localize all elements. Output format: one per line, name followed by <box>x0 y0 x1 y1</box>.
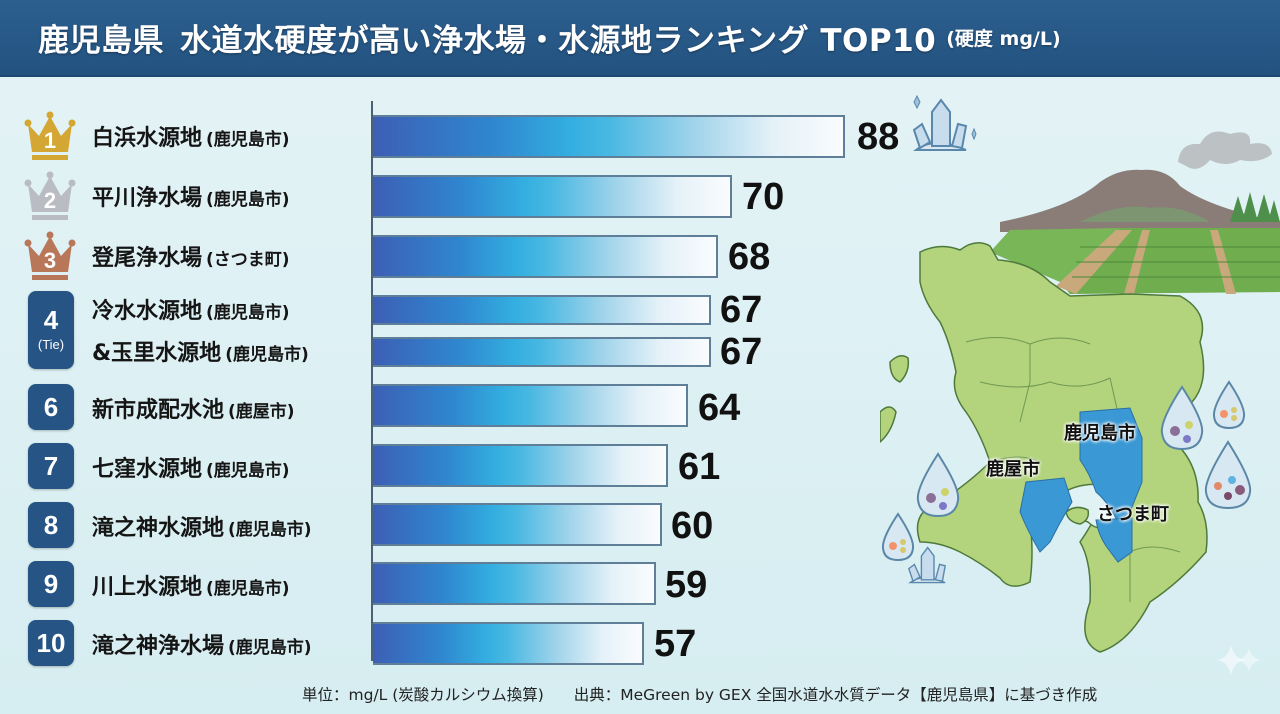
silver-crown-icon: 2 <box>22 168 78 224</box>
kanoya-city-region <box>1019 477 1073 553</box>
facility-city: (鹿児島市) <box>206 190 290 210</box>
facility-label: 冷水水源地 (鹿児島市) <box>92 293 290 325</box>
rank-number: 8 <box>43 509 59 540</box>
facility-label: 滝之神浄水場 (鹿児島市) <box>92 628 312 660</box>
map-label-kanoya: 鹿屋市 <box>986 459 1040 480</box>
facility-label: 白浜水源地 (鹿児島市) <box>92 120 290 152</box>
rank-badge: 6 <box>28 384 74 430</box>
bar-rank-10 <box>373 622 644 665</box>
page-title: 水道水硬度が高い浄水場・水源地ランキング TOP10 <box>180 23 937 59</box>
facility-name: 滝之神浄水場 <box>92 634 225 659</box>
facility-name: 七窪水源地 <box>92 457 203 482</box>
value-label: 70 <box>742 176 785 218</box>
rank-number: 4 <box>43 305 59 335</box>
water-drop-icon <box>1204 440 1252 510</box>
facility-name: 新市成配水池 <box>92 398 225 423</box>
facility-name: &玉里水源地 <box>92 341 222 366</box>
bronze-crown-icon: 3 <box>22 228 78 284</box>
value-label: 57 <box>654 623 697 665</box>
rank-number: 2 <box>43 188 57 213</box>
satsuma-town-region <box>1095 517 1133 563</box>
facility-city: (鹿児島市) <box>206 303 290 323</box>
y-axis-line <box>371 101 373 661</box>
value-label: 67 <box>720 331 763 373</box>
tie-label: (Tie) <box>37 337 65 352</box>
facility-label: &玉里水源地 (鹿児島市) <box>92 335 309 367</box>
rank-badge: 7 <box>28 443 74 489</box>
bar-rank-8 <box>373 503 662 546</box>
facility-name: 登尾浄水場 <box>92 246 203 271</box>
bar-rank-4a <box>373 295 711 325</box>
facility-label: 登尾浄水場 (さつま町) <box>92 240 290 272</box>
value-label: 60 <box>671 505 714 547</box>
facility-city: (鹿児島市) <box>206 461 290 481</box>
water-drop-icon <box>1212 380 1246 430</box>
rank-badge: 8 <box>28 502 74 548</box>
facility-label: 七窪水源地 (鹿児島市) <box>92 451 290 483</box>
source-note: 出典：MeGreen by GEX 全国水道水水質データ【鹿児島県】に基づき作成 <box>573 686 1098 704</box>
rank-badge: 9 <box>28 561 74 607</box>
rank-badge: 10 <box>28 620 74 666</box>
facility-label: 新市成配水池 (鹿屋市) <box>92 392 295 424</box>
bar-rank-9 <box>373 562 656 605</box>
facility-city: (鹿児島市) <box>228 638 312 658</box>
value-label: 68 <box>728 236 771 278</box>
facility-name: 冷水水源地 <box>92 299 203 324</box>
value-label: 61 <box>678 446 721 488</box>
title-banner: 鹿児島県 水道水硬度が高い浄水場・水源地ランキング TOP10 (硬度 mg/L… <box>0 0 1280 77</box>
bar-rank-4b <box>373 337 711 367</box>
facility-city: (鹿児島市) <box>228 520 312 540</box>
title-unit: (硬度 mg/L) <box>946 28 1061 50</box>
rank-number: 9 <box>43 568 59 599</box>
crystal-icon <box>912 94 977 151</box>
sparkle-icon <box>1217 644 1261 676</box>
title-prefix: 鹿児島県 <box>38 23 164 59</box>
facility-city: (鹿屋市) <box>228 402 295 422</box>
crystal-icon <box>907 546 947 584</box>
water-drop-icon <box>916 452 960 518</box>
facility-city: (鹿児島市) <box>206 579 290 599</box>
kagoshima-map-illustration <box>879 94 1280 653</box>
volcano <box>1000 169 1280 232</box>
footer-note: 単位：mg/L (炭酸カルシウム換算) 出典：MeGreen by GEX 全国… <box>302 683 1097 705</box>
rank-number: 7 <box>43 450 59 481</box>
rank-number: 10 <box>36 627 66 658</box>
volcano-smoke <box>1178 131 1272 169</box>
rank-number: 3 <box>43 248 57 273</box>
bar-rank-2 <box>373 175 732 218</box>
facility-city: (鹿児島市) <box>225 345 309 365</box>
kagoshima-map <box>879 242 1208 653</box>
value-label: 64 <box>698 387 741 429</box>
facility-name: 川上水源地 <box>92 575 203 600</box>
water-drop-icon <box>1160 385 1204 451</box>
water-drop-icon <box>881 512 915 562</box>
facility-name: 白浜水源地 <box>92 126 203 151</box>
facility-label: 平川浄水場 (鹿児島市) <box>92 180 290 212</box>
facility-label: 滝之神水源地 (鹿児島市) <box>92 510 312 542</box>
unit-note: 単位：mg/L (炭酸カルシウム換算) <box>302 686 544 704</box>
map-label-kagoshima: 鹿児島市 <box>1064 423 1136 444</box>
facility-name: 滝之神水源地 <box>92 516 225 541</box>
facility-label: 川上水源地 (鹿児島市) <box>92 569 290 601</box>
value-label: 59 <box>665 564 708 606</box>
rank-badge: 4 (Tie) <box>28 291 74 369</box>
kagoshima-city-region <box>1079 407 1143 523</box>
value-label: 67 <box>720 289 763 331</box>
facility-city: (さつま町) <box>206 250 290 270</box>
bar-rank-6 <box>373 384 688 427</box>
bar-rank-7 <box>373 444 668 487</box>
facility-name: 平川浄水場 <box>92 186 203 211</box>
bar-rank-1 <box>373 115 845 158</box>
rank-number: 6 <box>43 391 59 422</box>
map-label-satsuma: さつま町 <box>1097 504 1169 525</box>
kagoshima-illustration: 鹿児島市 鹿屋市 さつま町 <box>879 82 1280 672</box>
facility-city: (鹿児島市) <box>206 130 290 150</box>
tea-fields <box>990 228 1280 294</box>
bar-rank-3 <box>373 235 718 278</box>
value-label: 88 <box>857 116 900 158</box>
gold-crown-icon: 1 <box>22 108 78 164</box>
rank-number: 1 <box>43 128 57 153</box>
